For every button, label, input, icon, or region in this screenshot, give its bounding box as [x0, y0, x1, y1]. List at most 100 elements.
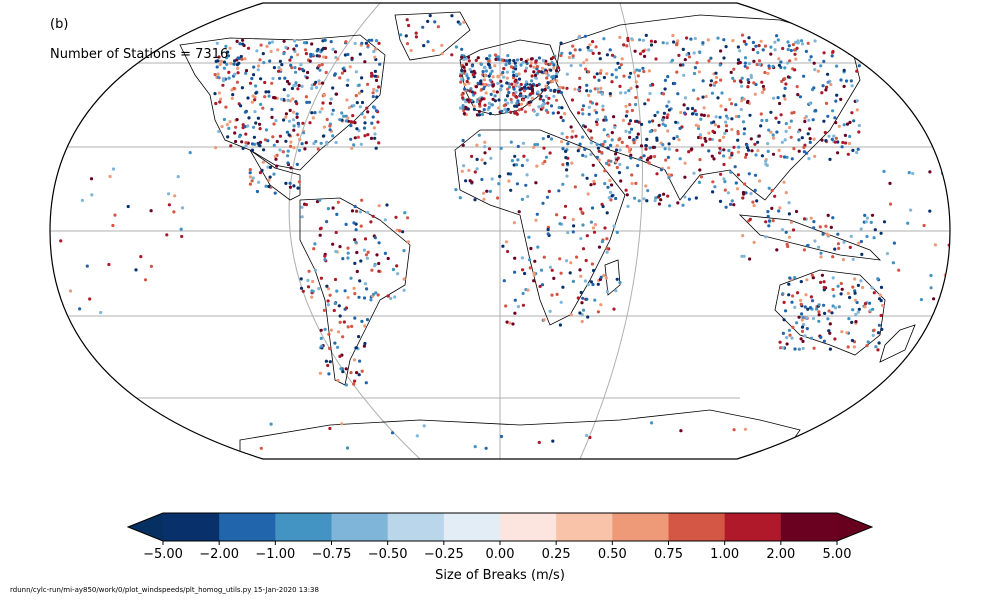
- station-marker: [795, 46, 799, 50]
- station-marker: [515, 58, 520, 62]
- station-marker: [776, 38, 780, 42]
- station-marker: [803, 334, 807, 338]
- station-marker: [782, 94, 786, 98]
- station-marker: [714, 80, 718, 84]
- station-marker: [312, 247, 316, 251]
- station-marker: [845, 331, 849, 335]
- station-marker: [328, 360, 332, 364]
- station-marker: [301, 121, 305, 125]
- station-marker: [373, 264, 377, 268]
- station-marker: [854, 312, 858, 317]
- station-marker: [782, 318, 786, 322]
- station-marker: [719, 49, 723, 53]
- station-marker: [214, 101, 218, 106]
- station-marker: [90, 193, 94, 197]
- station-marker: [479, 82, 483, 86]
- station-marker: [754, 82, 758, 87]
- station-marker: [842, 46, 846, 50]
- station-marker: [629, 156, 633, 160]
- station-marker: [273, 191, 277, 195]
- station-marker: [336, 378, 340, 382]
- station-marker: [595, 118, 600, 122]
- station-marker: [699, 175, 704, 179]
- station-marker: [555, 213, 559, 217]
- station-marker: [376, 293, 380, 297]
- station-marker: [676, 39, 680, 43]
- station-marker: [843, 133, 848, 137]
- station-marker: [303, 147, 307, 151]
- station-marker: [536, 90, 540, 94]
- station-marker: [556, 111, 560, 115]
- station-marker: [552, 63, 556, 67]
- station-marker: [108, 174, 112, 179]
- station-marker: [855, 69, 859, 73]
- station-marker: [569, 64, 573, 68]
- station-marker: [852, 119, 856, 123]
- station-marker: [353, 316, 357, 320]
- station-marker: [302, 41, 307, 45]
- station-marker: [794, 40, 798, 45]
- station-marker: [757, 59, 762, 63]
- station-marker: [214, 146, 218, 150]
- station-marker: [590, 262, 595, 266]
- station-marker: [537, 105, 541, 109]
- station-marker: [749, 137, 753, 141]
- station-marker: [487, 105, 491, 109]
- station-marker: [590, 136, 594, 140]
- station-marker: [259, 102, 263, 106]
- station-marker: [497, 106, 501, 110]
- station-marker: [297, 124, 301, 128]
- station-marker: [888, 202, 893, 206]
- station-marker: [792, 110, 796, 115]
- station-marker: [817, 303, 821, 307]
- station-marker: [341, 67, 345, 71]
- station-marker: [353, 136, 357, 140]
- station-marker: [546, 101, 550, 105]
- station-marker: [758, 62, 762, 67]
- station-marker: [601, 104, 605, 108]
- station-marker: [295, 112, 299, 116]
- colorbar-tick-label: 2.00: [766, 547, 796, 562]
- station-marker: [505, 70, 509, 74]
- station-marker: [489, 156, 493, 160]
- station-marker: [742, 254, 746, 258]
- station-marker: [629, 71, 633, 75]
- station-marker: [321, 134, 326, 138]
- station-marker: [779, 154, 783, 158]
- station-marker: [809, 336, 814, 340]
- station-marker: [359, 259, 363, 263]
- station-marker: [354, 240, 358, 244]
- station-marker: [348, 65, 352, 69]
- station-marker: [362, 126, 367, 130]
- station-marker: [465, 74, 469, 78]
- station-marker: [477, 109, 481, 114]
- station-marker: [325, 220, 329, 224]
- station-marker: [789, 119, 793, 123]
- station-marker: [826, 317, 830, 321]
- station-marker: [505, 110, 509, 114]
- station-marker: [307, 100, 311, 104]
- station-marker: [580, 312, 584, 317]
- station-marker: [806, 132, 810, 136]
- station-marker: [844, 141, 848, 145]
- station-marker: [571, 54, 575, 58]
- station-marker: [819, 251, 823, 255]
- station-marker: [377, 261, 381, 266]
- station-marker: [595, 102, 599, 106]
- station-marker: [667, 173, 671, 177]
- station-marker: [355, 371, 359, 375]
- station-marker: [505, 320, 509, 324]
- station-marker: [499, 146, 503, 150]
- station-marker: [709, 79, 714, 83]
- station-marker: [491, 84, 495, 88]
- station-marker: [585, 176, 589, 180]
- station-marker: [628, 103, 632, 107]
- station-marker: [787, 212, 792, 216]
- station-marker: [694, 112, 699, 116]
- station-marker: [610, 138, 614, 142]
- station-marker: [297, 180, 301, 184]
- station-marker: [232, 86, 236, 90]
- station-marker: [625, 44, 629, 48]
- station-marker: [618, 84, 622, 88]
- station-marker: [641, 38, 646, 42]
